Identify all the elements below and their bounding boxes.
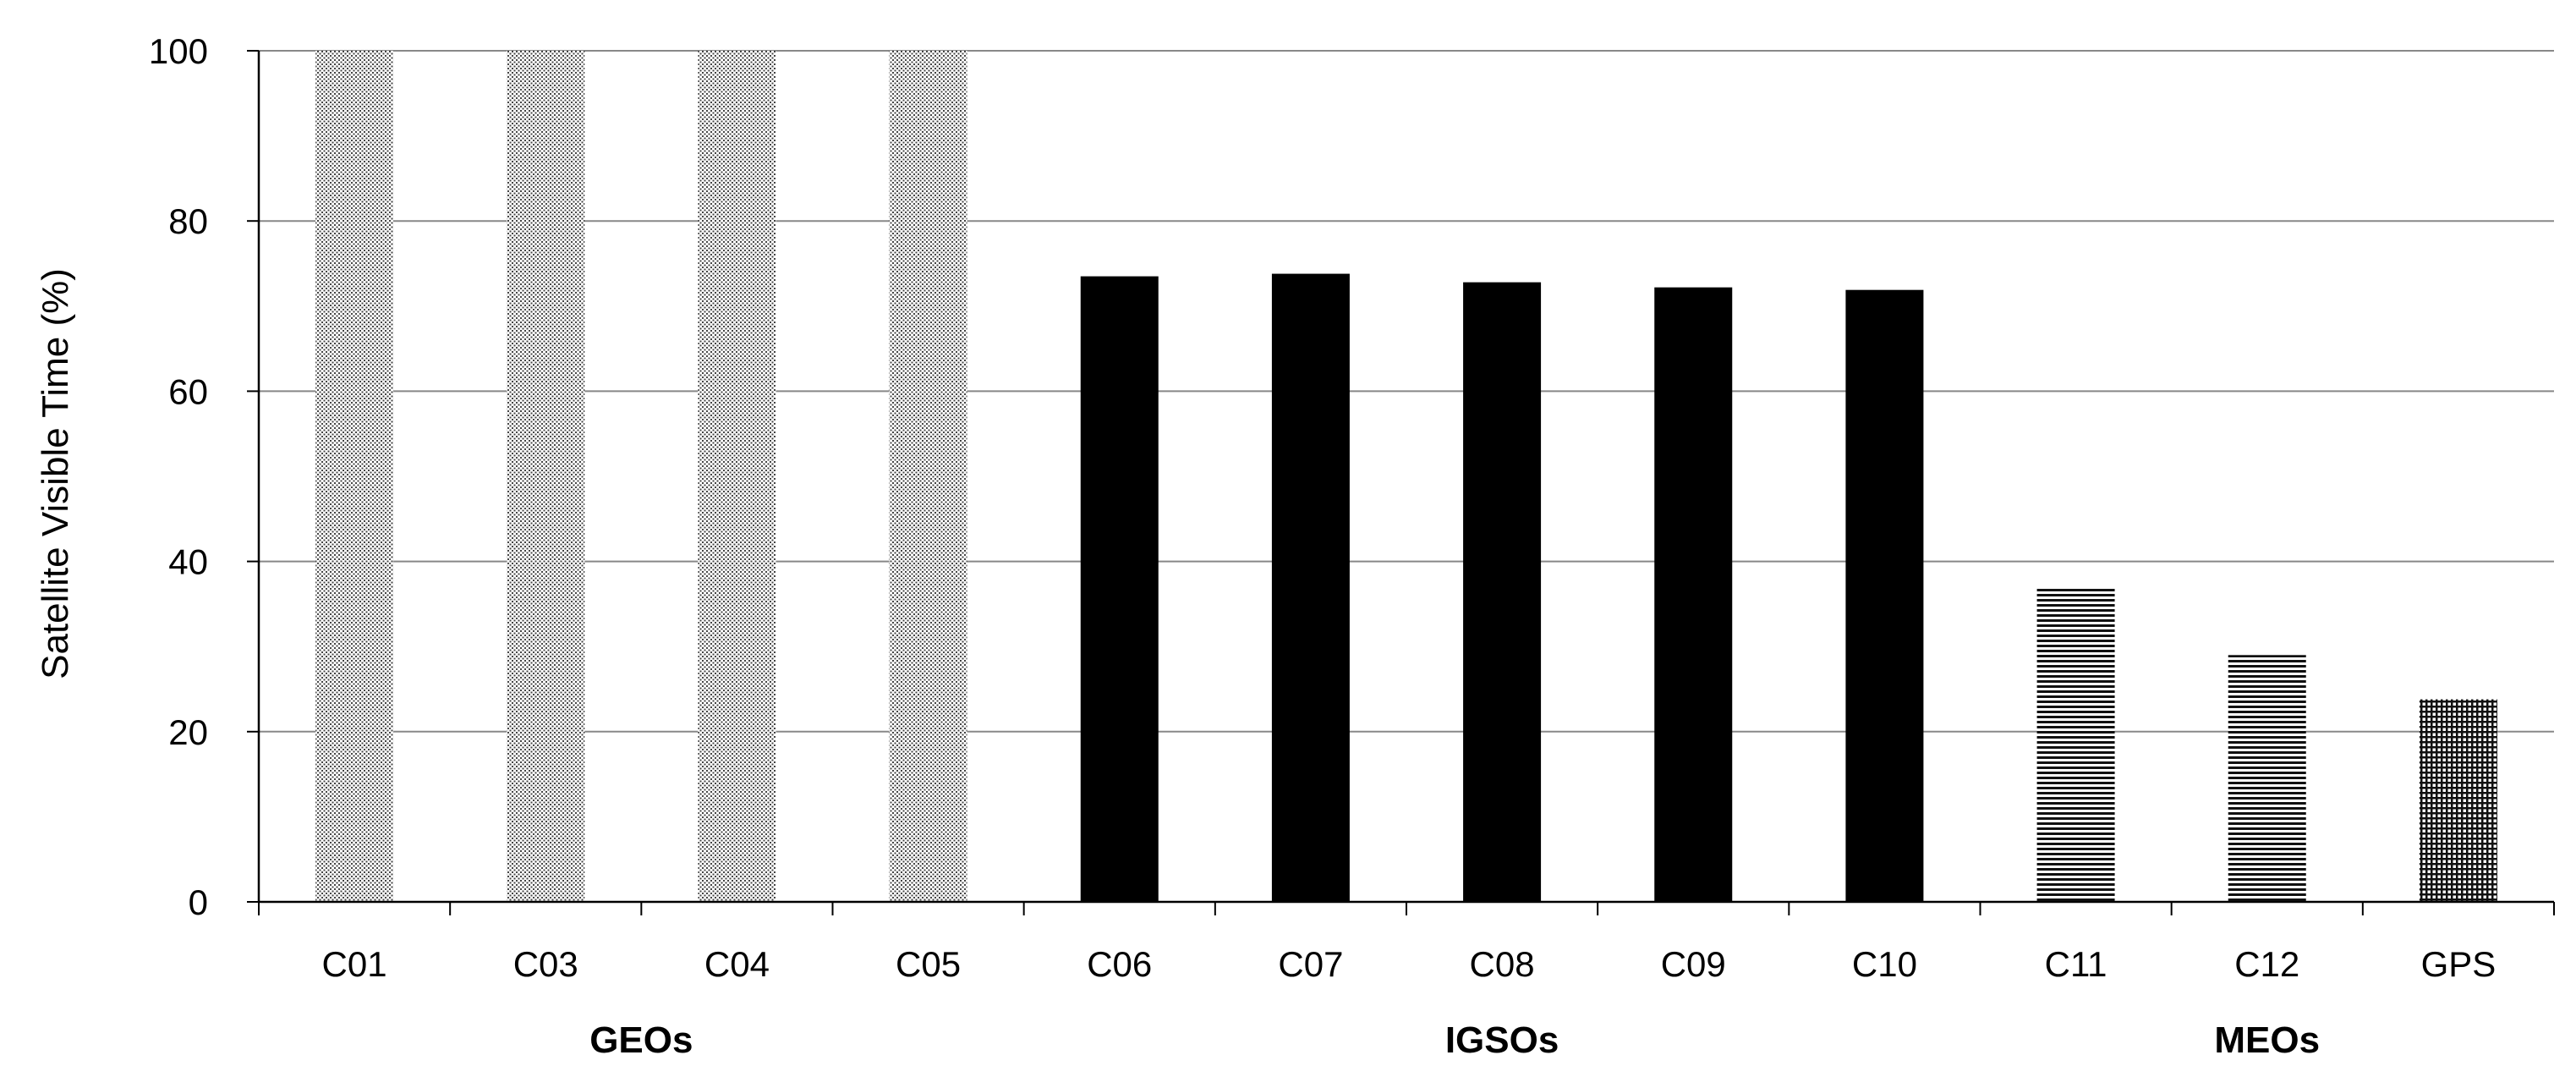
bar-c09 xyxy=(1654,287,1733,903)
bar-c12 xyxy=(2228,655,2306,902)
x-tick-label: GPS xyxy=(2421,944,2497,984)
bar-c01 xyxy=(315,51,394,902)
gridlines xyxy=(259,50,2554,733)
x-tick-label: C06 xyxy=(1087,944,1152,984)
y-tick-label: 60 xyxy=(168,371,208,411)
bar-c10 xyxy=(1845,289,1924,902)
bar-c03 xyxy=(507,51,585,902)
bars xyxy=(315,51,2497,903)
bar-gps xyxy=(2419,699,2497,902)
x-tick-label: C03 xyxy=(513,944,578,984)
x-tick-label: C11 xyxy=(2045,944,2107,984)
y-tick-label: 100 xyxy=(149,31,208,71)
bar-c11 xyxy=(2036,586,2115,902)
y-tick-label: 20 xyxy=(168,712,208,752)
group-label-meos: MEOs xyxy=(2214,1019,2320,1061)
group-label-geos: GEOs xyxy=(589,1019,693,1061)
x-tick-label: C04 xyxy=(704,944,770,984)
axes xyxy=(247,50,2555,915)
y-tick-label: 40 xyxy=(168,542,208,582)
bar-c05 xyxy=(889,51,967,902)
x-tick-label: C08 xyxy=(1470,944,1535,984)
bar-c08 xyxy=(1463,282,1542,903)
x-tick-label: C01 xyxy=(322,944,387,984)
x-tick-label: C12 xyxy=(2234,944,2299,984)
y-axis-label: Satellite Visible Time (%) xyxy=(35,268,76,679)
x-tick-label: C09 xyxy=(1661,944,1726,984)
axis-labels: 0 20 40 60 80 100 C01 C03 C04 C05 C06 C07 C08 C09 C10 C… xyxy=(149,31,2496,1061)
group-label-igsos: IGSOs xyxy=(1445,1019,1559,1061)
x-tick-label: C07 xyxy=(1278,944,1343,984)
x-tick-label: C10 xyxy=(1852,944,1917,984)
y-tick-label: 0 xyxy=(189,882,208,922)
bar-c04 xyxy=(698,51,776,902)
bar-c06 xyxy=(1080,276,1159,903)
y-tick-label: 80 xyxy=(168,201,208,241)
x-tick-label: C05 xyxy=(896,944,961,984)
bar-c07 xyxy=(1271,273,1350,902)
